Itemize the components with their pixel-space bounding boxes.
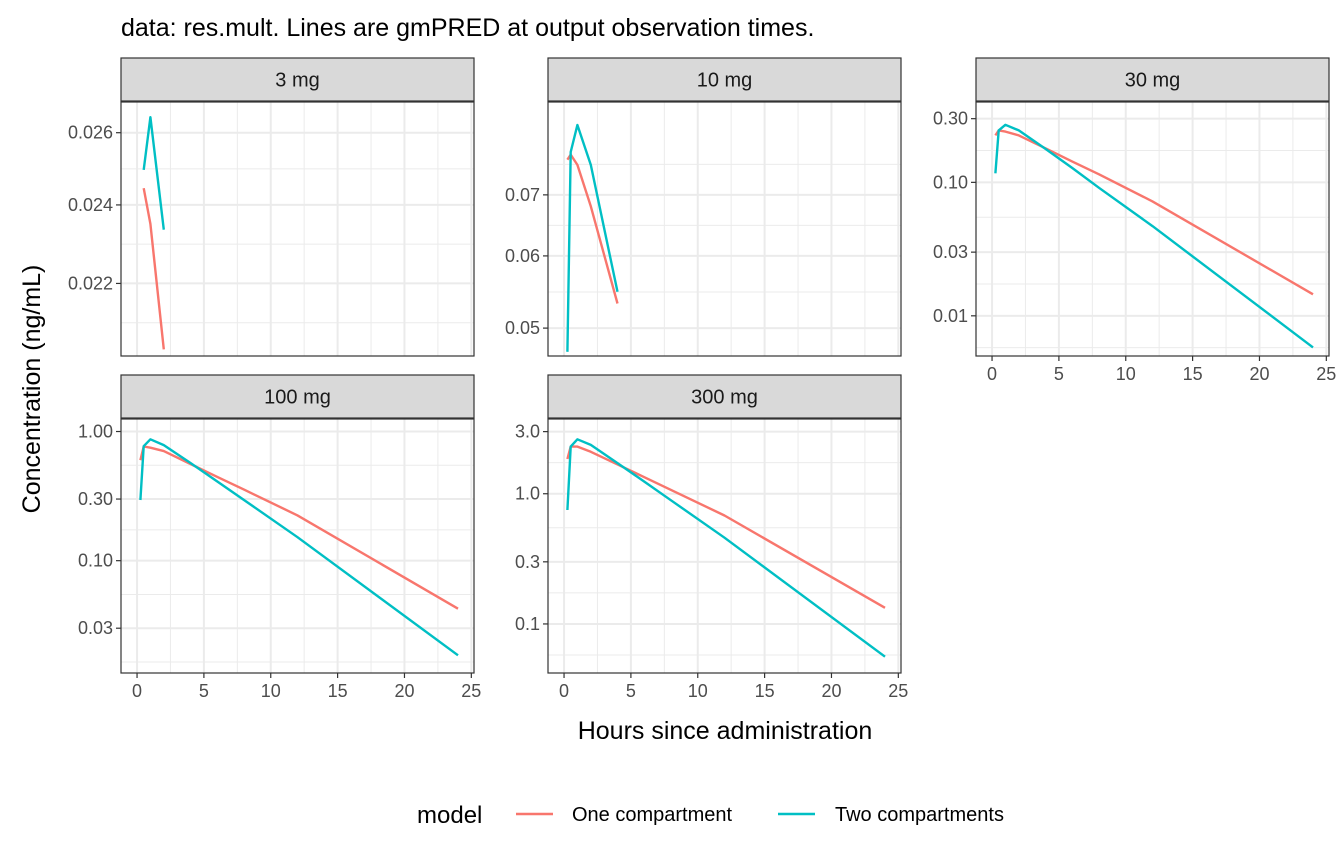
x-tick-label: 0 xyxy=(559,681,569,701)
panel-border xyxy=(547,101,902,357)
facet-panels: 3 mg 0.022 0.024 0.026 10 mg 0.05 0.06 0.07 30 m… xyxy=(68,57,1336,701)
facet-strip xyxy=(975,57,1330,102)
panel-background xyxy=(121,102,474,356)
facet-strip-label: 300 mg xyxy=(691,387,758,409)
panel-30-mg: 30 mg 0.01 0.03 0.10 0.30 0 5 10 15 20 25 xyxy=(933,57,1336,384)
y-tick-label: 1.0 xyxy=(515,484,540,504)
chart-caption: data: res.mult. Lines are gmPRED at outp… xyxy=(121,14,814,42)
facet-strip-label: 100 mg xyxy=(264,387,331,409)
y-tick-label: 3.0 xyxy=(515,422,540,442)
y-tick-label: 0.024 xyxy=(68,195,113,215)
y-tick-label: 0.026 xyxy=(68,123,113,143)
series-line-two-compartments xyxy=(139,438,459,657)
series-line-two-compartments xyxy=(994,123,1314,349)
x-tick-label: 15 xyxy=(1183,364,1203,384)
series-line-two-compartments xyxy=(142,115,165,230)
series-line-two-compartments xyxy=(566,438,886,658)
x-tick-label: 0 xyxy=(987,364,997,384)
x-tick-label: 15 xyxy=(328,681,348,701)
y-tick-label: 0.10 xyxy=(78,551,113,571)
panel-3-mg: 3 mg 0.022 0.024 0.026 xyxy=(68,57,475,357)
y-tick-label: 0.1 xyxy=(515,614,540,634)
y-tick-label: 0.30 xyxy=(933,109,968,129)
x-tick-label: 15 xyxy=(755,681,775,701)
panel-background xyxy=(121,419,474,673)
panel-border xyxy=(120,418,475,674)
facet-strip xyxy=(120,374,475,419)
facet-strip-label: 3 mg xyxy=(275,70,319,92)
y-tick-label: 0.03 xyxy=(78,618,113,638)
panel-background xyxy=(548,102,901,356)
x-tick-label: 10 xyxy=(1116,364,1136,384)
y-tick-label: 0.06 xyxy=(505,246,540,266)
x-tick-label: 5 xyxy=(626,681,636,701)
panel-border xyxy=(547,418,902,674)
x-tick-label: 20 xyxy=(394,681,414,701)
y-tick-label: 0.07 xyxy=(505,185,540,205)
y-tick-label: 0.10 xyxy=(933,172,968,192)
x-tick-label: 5 xyxy=(1054,364,1064,384)
legend-label-one-compartment: One compartment xyxy=(572,804,733,826)
y-tick-label: 0.022 xyxy=(68,273,113,293)
y-tick-label: 1.00 xyxy=(78,422,113,442)
x-tick-label: 20 xyxy=(821,681,841,701)
x-axis-title: Hours since administration xyxy=(578,717,873,745)
facet-strip-label: 10 mg xyxy=(697,70,753,92)
facet-strip xyxy=(547,57,902,102)
panel-100-mg: 100 mg 0.03 0.10 0.30 1.00 0 5 10 15 20 25 xyxy=(78,374,481,701)
y-tick-label: 0.30 xyxy=(78,489,113,509)
series-line-two-compartments xyxy=(566,123,619,352)
panel-border xyxy=(120,101,475,357)
panel-background xyxy=(548,419,901,673)
y-tick-label: 0.3 xyxy=(515,552,540,572)
x-tick-label: 25 xyxy=(888,681,908,701)
x-tick-label: 25 xyxy=(1316,364,1336,384)
panel-10-mg: 10 mg 0.05 0.06 0.07 xyxy=(505,57,902,357)
x-tick-label: 25 xyxy=(461,681,481,701)
panel-300-mg: 300 mg 0.1 0.3 1.0 3.0 0 5 10 15 20 25 xyxy=(515,374,908,701)
legend-label-two-compartments: Two compartments xyxy=(835,804,1004,826)
facet-strip xyxy=(120,57,475,102)
legend-title: model xyxy=(417,802,482,829)
series-line-one-compartment xyxy=(142,187,165,350)
y-axis-title: Concentration (ng/mL) xyxy=(18,265,46,514)
y-tick-label: 0.03 xyxy=(933,242,968,262)
x-tick-label: 10 xyxy=(688,681,708,701)
x-tick-label: 0 xyxy=(132,681,142,701)
x-tick-label: 5 xyxy=(199,681,209,701)
y-tick-label: 0.05 xyxy=(505,318,540,338)
facet-strip-label: 30 mg xyxy=(1125,70,1181,92)
y-tick-label: 0.01 xyxy=(933,306,968,326)
legend: model One compartment Two compartments xyxy=(417,802,1004,829)
x-tick-label: 10 xyxy=(261,681,281,701)
x-tick-label: 20 xyxy=(1249,364,1269,384)
facet-strip xyxy=(547,374,902,419)
panel-border xyxy=(975,101,1330,357)
